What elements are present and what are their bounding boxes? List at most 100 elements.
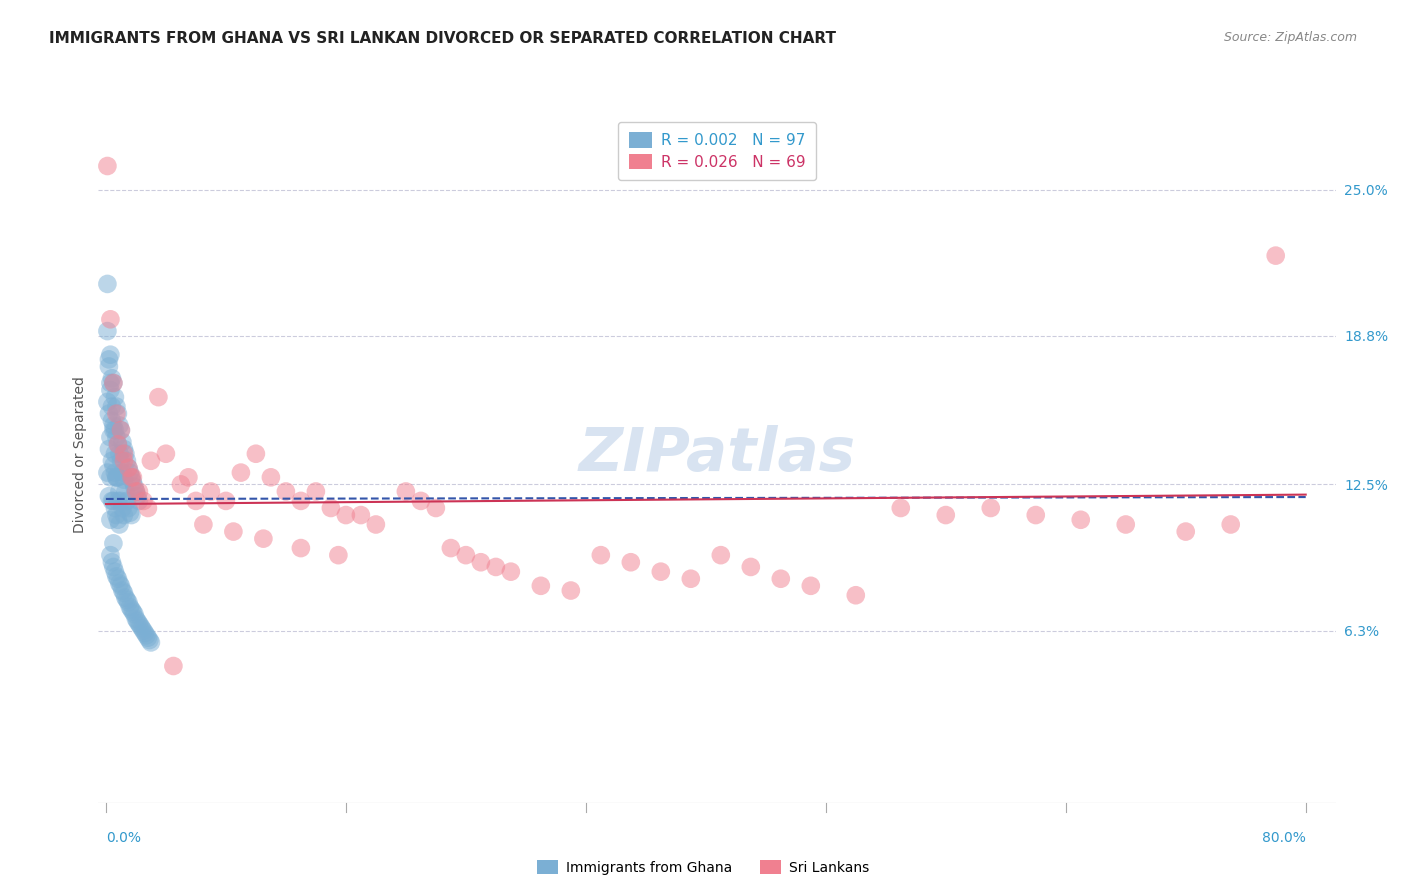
Point xyxy=(530,579,553,593)
Point xyxy=(740,560,762,574)
Point xyxy=(425,500,447,515)
Point xyxy=(101,454,124,468)
Point xyxy=(105,400,128,414)
Point xyxy=(1115,517,1137,532)
Point xyxy=(589,548,612,562)
Point xyxy=(122,605,145,619)
Point xyxy=(409,494,432,508)
Point xyxy=(107,470,129,484)
Point xyxy=(134,626,156,640)
Point xyxy=(110,423,132,437)
Point xyxy=(120,602,142,616)
Point xyxy=(97,352,120,367)
Legend: Immigrants from Ghana, Sri Lankans: Immigrants from Ghana, Sri Lankans xyxy=(531,855,875,880)
Point xyxy=(132,624,155,638)
Point xyxy=(108,484,131,499)
Point xyxy=(111,434,134,449)
Point xyxy=(110,423,132,437)
Point xyxy=(103,560,125,574)
Point xyxy=(485,560,508,574)
Point xyxy=(103,376,125,390)
Point xyxy=(112,447,135,461)
Point xyxy=(96,466,118,480)
Point xyxy=(97,442,120,456)
Point xyxy=(111,466,134,480)
Point xyxy=(105,569,128,583)
Point xyxy=(108,576,131,591)
Point xyxy=(117,461,139,475)
Text: Source: ZipAtlas.com: Source: ZipAtlas.com xyxy=(1223,31,1357,45)
Point xyxy=(128,616,150,631)
Point xyxy=(215,494,238,508)
Point xyxy=(1070,513,1092,527)
Point xyxy=(112,473,135,487)
Point xyxy=(107,407,129,421)
Point xyxy=(107,437,129,451)
Point xyxy=(129,619,152,633)
Point xyxy=(97,489,120,503)
Point xyxy=(103,536,125,550)
Y-axis label: Divorced or Separated: Divorced or Separated xyxy=(73,376,87,533)
Point xyxy=(122,470,145,484)
Point xyxy=(105,508,128,522)
Point xyxy=(104,565,127,579)
Text: 80.0%: 80.0% xyxy=(1261,831,1306,845)
Point xyxy=(96,395,118,409)
Point xyxy=(104,390,127,404)
Text: IMMIGRANTS FROM GHANA VS SRI LANKAN DIVORCED OR SEPARATED CORRELATION CHART: IMMIGRANTS FROM GHANA VS SRI LANKAN DIVO… xyxy=(49,31,837,46)
Point xyxy=(103,423,125,437)
Point xyxy=(112,442,135,456)
Point xyxy=(184,494,207,508)
Point xyxy=(122,475,145,489)
Point xyxy=(128,494,150,508)
Point xyxy=(440,541,463,555)
Point xyxy=(103,376,125,390)
Point xyxy=(115,454,138,468)
Point xyxy=(260,470,283,484)
Point xyxy=(105,407,128,421)
Point xyxy=(104,423,127,437)
Point xyxy=(131,621,153,635)
Point xyxy=(124,480,146,494)
Point xyxy=(97,359,120,374)
Point xyxy=(350,508,373,522)
Point xyxy=(112,586,135,600)
Point xyxy=(125,484,148,499)
Point xyxy=(100,513,122,527)
Point xyxy=(127,614,149,628)
Point xyxy=(980,500,1002,515)
Point xyxy=(105,470,128,484)
Point xyxy=(328,548,350,562)
Point xyxy=(105,430,128,444)
Point xyxy=(103,418,125,433)
Point xyxy=(935,508,957,522)
Point xyxy=(127,489,149,503)
Point xyxy=(97,407,120,421)
Point xyxy=(128,484,150,499)
Point xyxy=(245,447,267,461)
Point xyxy=(112,454,135,468)
Point xyxy=(118,506,141,520)
Point xyxy=(100,312,122,326)
Point xyxy=(107,494,129,508)
Point xyxy=(117,461,139,475)
Point xyxy=(110,494,132,508)
Point xyxy=(101,371,124,385)
Point xyxy=(101,400,124,414)
Point xyxy=(96,277,118,291)
Point xyxy=(139,454,162,468)
Point xyxy=(112,508,135,522)
Point xyxy=(115,494,138,508)
Point xyxy=(470,555,492,569)
Point xyxy=(560,583,582,598)
Point xyxy=(103,458,125,473)
Point xyxy=(1025,508,1047,522)
Point xyxy=(800,579,823,593)
Point xyxy=(132,494,155,508)
Point xyxy=(107,437,129,451)
Text: 0.0%: 0.0% xyxy=(105,831,141,845)
Point xyxy=(364,517,387,532)
Point xyxy=(96,159,118,173)
Point xyxy=(136,500,159,515)
Legend: R = 0.002   N = 97, R = 0.026   N = 69: R = 0.002 N = 97, R = 0.026 N = 69 xyxy=(619,121,815,180)
